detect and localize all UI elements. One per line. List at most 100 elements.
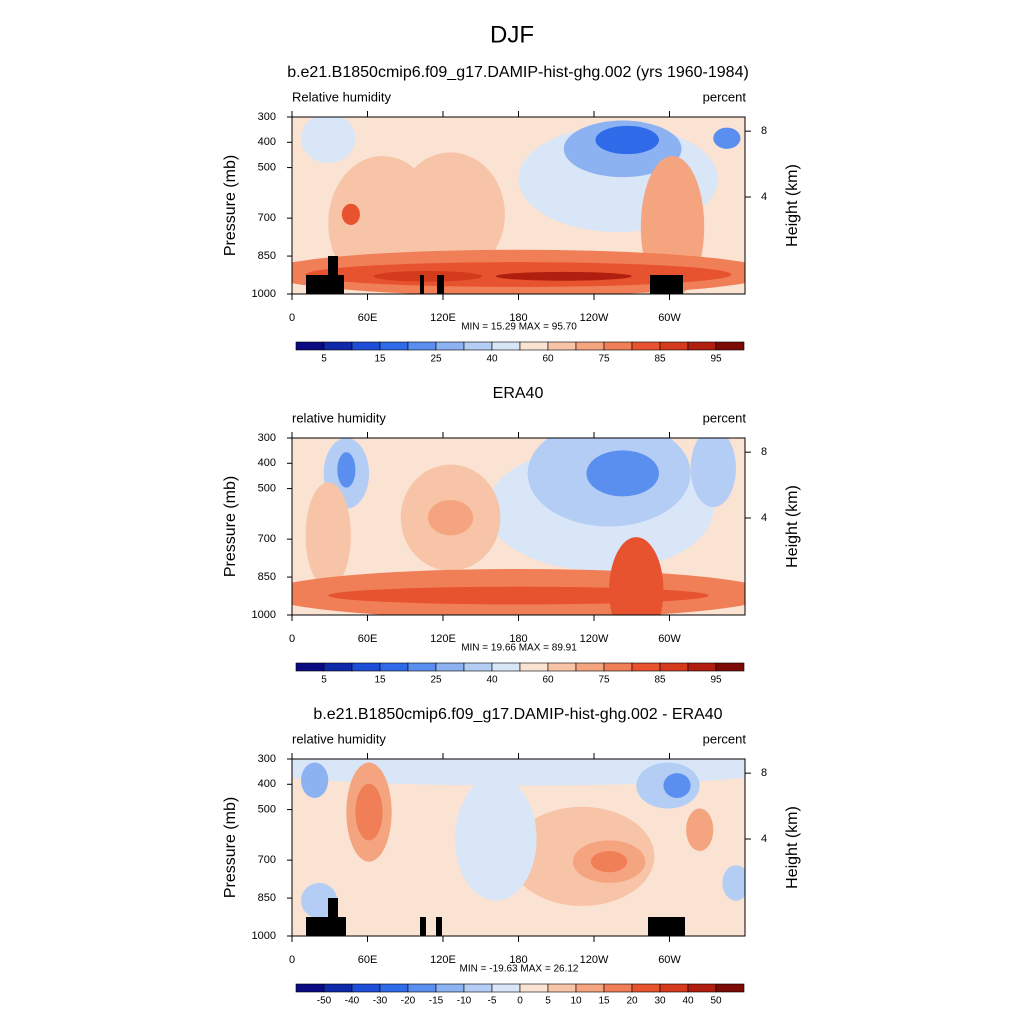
x-tick-label: 180 bbox=[509, 633, 527, 645]
right-label: percent bbox=[703, 89, 747, 104]
colorbar-box bbox=[659, 983, 689, 993]
colorbar-box bbox=[547, 341, 577, 351]
colorbar-box bbox=[547, 983, 577, 993]
x-tick-label: 120W bbox=[580, 312, 609, 324]
contour-region bbox=[337, 452, 356, 488]
colorbar-label: 85 bbox=[654, 354, 666, 365]
colorbar-label: 5 bbox=[321, 354, 327, 365]
y2-tick-label: 8 bbox=[761, 767, 767, 779]
colorbar-label: 50 bbox=[710, 996, 722, 1007]
colorbar-box bbox=[519, 983, 549, 993]
contour-field bbox=[292, 438, 745, 615]
x-tick-label: 120E bbox=[430, 954, 456, 966]
x-tick-label: 0 bbox=[289, 954, 295, 966]
colorbar-label: -15 bbox=[429, 996, 444, 1007]
colorbar-box bbox=[519, 341, 549, 351]
topography bbox=[420, 917, 426, 936]
colorbar-label: 75 bbox=[598, 675, 610, 686]
colorbar-box bbox=[295, 662, 325, 672]
contour-region bbox=[609, 537, 664, 615]
colorbar-label: 85 bbox=[654, 675, 666, 686]
contour-region bbox=[722, 865, 745, 901]
y-tick-label: 500 bbox=[258, 803, 276, 815]
x-tick-label: 60W bbox=[658, 954, 681, 966]
contour-region bbox=[427, 499, 474, 536]
colorbar-box bbox=[351, 341, 381, 351]
colorbar-box bbox=[659, 341, 689, 351]
colorbar-box bbox=[295, 983, 325, 993]
x-tick-label: 180 bbox=[509, 954, 527, 966]
colorbar-label: 10 bbox=[570, 996, 582, 1007]
colorbar-box bbox=[715, 662, 745, 672]
y2-tick-label: 4 bbox=[761, 833, 767, 845]
contour-field bbox=[292, 117, 745, 294]
colorbar-box bbox=[407, 662, 437, 672]
y2-tick-label: 4 bbox=[761, 512, 767, 524]
contour-region bbox=[396, 152, 505, 277]
colorbar-box bbox=[575, 662, 605, 672]
y-tick-label: 1000 bbox=[252, 930, 276, 942]
y-tick-label: 400 bbox=[258, 136, 276, 148]
colorbar-box bbox=[379, 341, 409, 351]
y-tick-label: 850 bbox=[258, 250, 276, 262]
y2-axis-label: Height (km) bbox=[784, 806, 801, 889]
colorbar-box bbox=[715, 341, 745, 351]
stats: MIN = 15.29 MAX = 95.70 bbox=[461, 322, 577, 333]
colorbar-label: 0 bbox=[517, 996, 523, 1007]
colorbar-label: 5 bbox=[545, 996, 551, 1007]
colorbar-box bbox=[407, 341, 437, 351]
x-tick-label: 60E bbox=[358, 633, 378, 645]
contour-region bbox=[690, 438, 736, 508]
x-tick-label: 60W bbox=[658, 312, 681, 324]
colorbar-box bbox=[603, 662, 633, 672]
colorbar-label: 15 bbox=[374, 354, 386, 365]
colorbar-box bbox=[631, 341, 661, 351]
colorbar-box bbox=[575, 983, 605, 993]
contour-region bbox=[373, 270, 483, 282]
colorbar-label: 30 bbox=[654, 996, 666, 1007]
y-tick-label: 700 bbox=[258, 854, 276, 866]
left-label: relative humidity bbox=[292, 410, 386, 425]
colorbar-label: 40 bbox=[486, 354, 498, 365]
y-tick-label: 850 bbox=[258, 571, 276, 583]
figure-title: DJF bbox=[490, 21, 534, 48]
x-tick-label: 120E bbox=[430, 633, 456, 645]
topography bbox=[437, 275, 444, 294]
colorbar-label: -5 bbox=[488, 996, 497, 1007]
y-tick-label: 300 bbox=[258, 432, 276, 444]
colorbar-label: -10 bbox=[457, 996, 472, 1007]
y-axis-label: Pressure (mb) bbox=[222, 155, 239, 256]
colorbar-label: 40 bbox=[682, 996, 694, 1007]
colorbar-label: 95 bbox=[710, 354, 722, 365]
colorbar-label: -50 bbox=[317, 996, 332, 1007]
contour-region bbox=[301, 117, 356, 164]
colorbar-box bbox=[407, 983, 437, 993]
y-tick-label: 300 bbox=[258, 111, 276, 123]
right-label: percent bbox=[703, 410, 747, 425]
colorbar-box bbox=[603, 341, 633, 351]
contour-region bbox=[590, 851, 628, 873]
contour-region bbox=[341, 203, 360, 225]
y-axis-label: Pressure (mb) bbox=[222, 476, 239, 577]
colorbar-box bbox=[463, 983, 493, 993]
y2-axis-label: Height (km) bbox=[784, 164, 801, 247]
topography bbox=[328, 898, 338, 936]
colorbar-box bbox=[575, 341, 605, 351]
colorbar-box bbox=[547, 662, 577, 672]
contour-region bbox=[595, 125, 659, 155]
y2-tick-label: 4 bbox=[761, 191, 767, 203]
colorbar-box bbox=[519, 662, 549, 672]
contour-region bbox=[292, 759, 745, 786]
topography bbox=[306, 275, 344, 294]
stats: MIN = -19.63 MAX = 26.12 bbox=[460, 964, 579, 975]
colorbar-label: 75 bbox=[598, 354, 610, 365]
colorbar-label: 60 bbox=[542, 354, 554, 365]
y2-tick-label: 8 bbox=[761, 446, 767, 458]
x-tick-label: 180 bbox=[509, 312, 527, 324]
y-tick-label: 1000 bbox=[252, 288, 276, 300]
contour-region bbox=[686, 808, 714, 852]
x-tick-label: 60E bbox=[358, 312, 378, 324]
colorbar-box bbox=[295, 341, 325, 351]
colorbar-box bbox=[659, 662, 689, 672]
y-tick-label: 1000 bbox=[252, 609, 276, 621]
